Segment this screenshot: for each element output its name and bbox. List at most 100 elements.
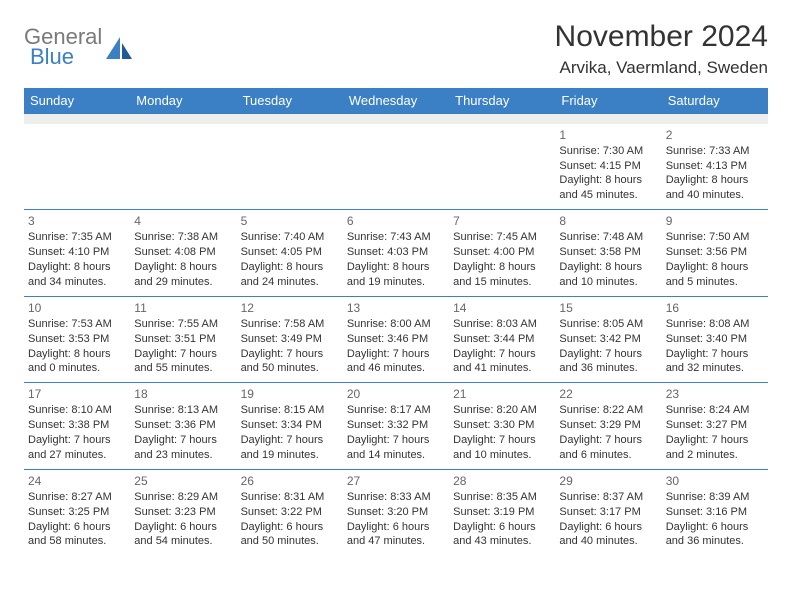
sunrise-line: Sunrise: 7:50 AM (666, 230, 764, 245)
sunset-line: Sunset: 3:44 PM (453, 332, 551, 347)
daylight-line: Daylight: 6 hours and 40 minutes. (559, 520, 657, 550)
calendar-cell: 26Sunrise: 8:31 AMSunset: 3:22 PMDayligh… (237, 469, 343, 555)
calendar-cell: 21Sunrise: 8:20 AMSunset: 3:30 PMDayligh… (449, 383, 555, 470)
sunrise-line: Sunrise: 8:39 AM (666, 490, 764, 505)
calendar-cell (237, 124, 343, 210)
sunset-line: Sunset: 3:40 PM (666, 332, 764, 347)
calendar-cell: 24Sunrise: 8:27 AMSunset: 3:25 PMDayligh… (24, 469, 130, 555)
sunset-line: Sunset: 3:19 PM (453, 505, 551, 520)
calendar-week: 24Sunrise: 8:27 AMSunset: 3:25 PMDayligh… (24, 469, 768, 555)
sunrise-line: Sunrise: 7:30 AM (559, 144, 657, 159)
sail-icon (106, 37, 132, 59)
calendar-cell: 13Sunrise: 8:00 AMSunset: 3:46 PMDayligh… (343, 296, 449, 383)
brand-text: General Blue (24, 26, 102, 68)
day-number: 2 (666, 127, 764, 143)
sunset-line: Sunset: 3:17 PM (559, 505, 657, 520)
sunset-line: Sunset: 3:46 PM (347, 332, 445, 347)
daylight-line: Daylight: 6 hours and 50 minutes. (241, 520, 339, 550)
calendar-cell: 27Sunrise: 8:33 AMSunset: 3:20 PMDayligh… (343, 469, 449, 555)
day-number: 30 (666, 473, 764, 489)
sunset-line: Sunset: 3:32 PM (347, 418, 445, 433)
sunset-line: Sunset: 4:08 PM (134, 245, 232, 260)
day-number: 15 (559, 300, 657, 316)
sunrise-line: Sunrise: 8:27 AM (28, 490, 126, 505)
daylight-line: Daylight: 7 hours and 14 minutes. (347, 433, 445, 463)
daylight-line: Daylight: 8 hours and 19 minutes. (347, 260, 445, 290)
day-number: 28 (453, 473, 551, 489)
calendar-week: 17Sunrise: 8:10 AMSunset: 3:38 PMDayligh… (24, 383, 768, 470)
day-number: 8 (559, 213, 657, 229)
day-header: Sunday (24, 88, 130, 114)
sunset-line: Sunset: 3:53 PM (28, 332, 126, 347)
daylight-line: Daylight: 6 hours and 58 minutes. (28, 520, 126, 550)
calendar-page: General Blue November 2024 Arvika, Vaerm… (0, 0, 792, 575)
daylight-line: Daylight: 7 hours and 36 minutes. (559, 347, 657, 377)
sunset-line: Sunset: 3:23 PM (134, 505, 232, 520)
month-title: November 2024 (555, 20, 768, 54)
day-number: 27 (347, 473, 445, 489)
calendar-cell: 9Sunrise: 7:50 AMSunset: 3:56 PMDaylight… (662, 210, 768, 297)
sunrise-line: Sunrise: 7:35 AM (28, 230, 126, 245)
calendar-cell: 12Sunrise: 7:58 AMSunset: 3:49 PMDayligh… (237, 296, 343, 383)
daylight-line: Daylight: 7 hours and 55 minutes. (134, 347, 232, 377)
calendar-cell: 2Sunrise: 7:33 AMSunset: 4:13 PMDaylight… (662, 124, 768, 210)
title-block: November 2024 Arvika, Vaermland, Sweden (555, 20, 768, 78)
calendar-cell: 29Sunrise: 8:37 AMSunset: 3:17 PMDayligh… (555, 469, 661, 555)
day-number: 3 (28, 213, 126, 229)
sunrise-line: Sunrise: 7:53 AM (28, 317, 126, 332)
day-header: Wednesday (343, 88, 449, 114)
day-number: 29 (559, 473, 657, 489)
sunset-line: Sunset: 4:15 PM (559, 159, 657, 174)
calendar-week: 10Sunrise: 7:53 AMSunset: 3:53 PMDayligh… (24, 296, 768, 383)
sunset-line: Sunset: 3:38 PM (28, 418, 126, 433)
sunrise-line: Sunrise: 8:22 AM (559, 403, 657, 418)
daylight-line: Daylight: 6 hours and 47 minutes. (347, 520, 445, 550)
day-number: 11 (134, 300, 232, 316)
day-number: 4 (134, 213, 232, 229)
sunrise-line: Sunrise: 8:03 AM (453, 317, 551, 332)
sunrise-line: Sunrise: 8:20 AM (453, 403, 551, 418)
day-header-row: SundayMondayTuesdayWednesdayThursdayFrid… (24, 88, 768, 114)
day-number: 23 (666, 386, 764, 402)
calendar-cell: 6Sunrise: 7:43 AMSunset: 4:03 PMDaylight… (343, 210, 449, 297)
daylight-line: Daylight: 8 hours and 34 minutes. (28, 260, 126, 290)
day-number: 6 (347, 213, 445, 229)
day-number: 16 (666, 300, 764, 316)
calendar-cell: 4Sunrise: 7:38 AMSunset: 4:08 PMDaylight… (130, 210, 236, 297)
sunset-line: Sunset: 3:20 PM (347, 505, 445, 520)
daylight-line: Daylight: 7 hours and 27 minutes. (28, 433, 126, 463)
daylight-line: Daylight: 8 hours and 5 minutes. (666, 260, 764, 290)
sunset-line: Sunset: 4:03 PM (347, 245, 445, 260)
day-number: 1 (559, 127, 657, 143)
sunrise-line: Sunrise: 8:15 AM (241, 403, 339, 418)
day-header: Friday (555, 88, 661, 114)
calendar-body: 1Sunrise: 7:30 AMSunset: 4:15 PMDaylight… (24, 114, 768, 556)
sunset-line: Sunset: 3:34 PM (241, 418, 339, 433)
calendar-cell: 25Sunrise: 8:29 AMSunset: 3:23 PMDayligh… (130, 469, 236, 555)
daylight-line: Daylight: 8 hours and 45 minutes. (559, 173, 657, 203)
sunrise-line: Sunrise: 7:33 AM (666, 144, 764, 159)
calendar-cell: 7Sunrise: 7:45 AMSunset: 4:00 PMDaylight… (449, 210, 555, 297)
daylight-line: Daylight: 7 hours and 19 minutes. (241, 433, 339, 463)
calendar-cell: 1Sunrise: 7:30 AMSunset: 4:15 PMDaylight… (555, 124, 661, 210)
calendar-cell: 16Sunrise: 8:08 AMSunset: 3:40 PMDayligh… (662, 296, 768, 383)
brand-word-2: Blue (30, 46, 102, 68)
sunrise-line: Sunrise: 7:43 AM (347, 230, 445, 245)
day-header: Thursday (449, 88, 555, 114)
day-number: 9 (666, 213, 764, 229)
sunset-line: Sunset: 4:00 PM (453, 245, 551, 260)
sunrise-line: Sunrise: 8:05 AM (559, 317, 657, 332)
day-number: 19 (241, 386, 339, 402)
sunset-line: Sunset: 3:42 PM (559, 332, 657, 347)
sunset-line: Sunset: 4:13 PM (666, 159, 764, 174)
daylight-line: Daylight: 8 hours and 15 minutes. (453, 260, 551, 290)
sunset-line: Sunset: 3:58 PM (559, 245, 657, 260)
calendar-cell: 15Sunrise: 8:05 AMSunset: 3:42 PMDayligh… (555, 296, 661, 383)
calendar-cell: 20Sunrise: 8:17 AMSunset: 3:32 PMDayligh… (343, 383, 449, 470)
sunrise-line: Sunrise: 8:00 AM (347, 317, 445, 332)
day-header: Monday (130, 88, 236, 114)
day-number: 21 (453, 386, 551, 402)
calendar-cell: 19Sunrise: 8:15 AMSunset: 3:34 PMDayligh… (237, 383, 343, 470)
daylight-line: Daylight: 8 hours and 0 minutes. (28, 347, 126, 377)
sunrise-line: Sunrise: 8:24 AM (666, 403, 764, 418)
